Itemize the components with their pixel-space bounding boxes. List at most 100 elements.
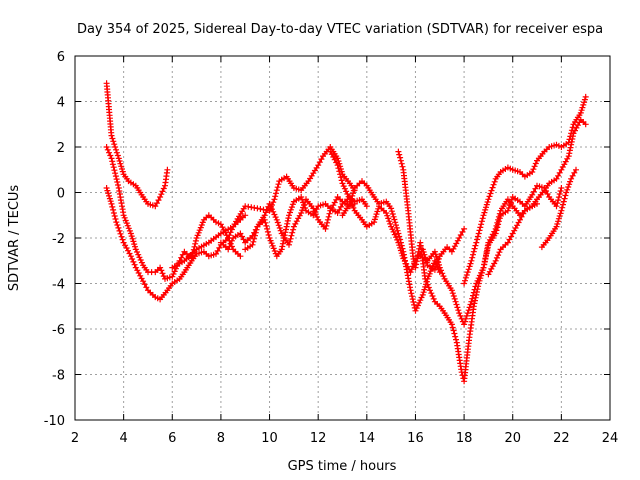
data-point [449, 290, 456, 297]
data-point [560, 201, 566, 208]
data-point [478, 269, 485, 276]
data-point [391, 216, 398, 223]
data-point [466, 304, 473, 311]
data-point [131, 261, 138, 268]
x-tick-label: 14 [359, 431, 376, 446]
data-point [454, 304, 461, 311]
data-point [478, 218, 485, 225]
data-point [558, 207, 565, 214]
data-point [160, 273, 167, 280]
data-point [374, 208, 381, 215]
x-axis-label: GPS time / hours [288, 459, 397, 474]
data-point [506, 202, 513, 209]
y-axis-label: SDTVAR / TECUs [7, 185, 22, 292]
data-point [493, 254, 500, 261]
data-point [152, 203, 159, 210]
data-point [468, 298, 475, 305]
data-point [487, 190, 494, 197]
data-point [395, 230, 402, 237]
data-point [335, 165, 342, 172]
data-point [463, 272, 470, 278]
grid-lines [75, 56, 610, 420]
y-tick-label: 0 [57, 187, 65, 202]
data-point [113, 176, 120, 183]
data-point [263, 222, 270, 229]
data-point [273, 187, 280, 194]
series-arc-1 [103, 80, 171, 210]
data-point [107, 152, 114, 159]
data-point [132, 243, 138, 250]
data-point [563, 189, 570, 196]
data-point [264, 228, 271, 235]
data-point [439, 270, 446, 277]
data-point [432, 251, 439, 258]
data-point [408, 266, 415, 273]
data-point [117, 230, 124, 237]
data-point [110, 206, 117, 213]
data-point [557, 188, 564, 194]
data-point [492, 230, 499, 237]
data-point [383, 210, 390, 216]
data-point [428, 290, 435, 297]
data-point [511, 227, 518, 234]
x-tick-label: 20 [504, 431, 521, 446]
data-point [226, 232, 233, 239]
data-point [109, 135, 116, 142]
data-point [471, 286, 478, 293]
y-tick-label: 6 [57, 50, 65, 65]
data-point [111, 167, 118, 174]
data-point [287, 206, 294, 213]
data-point [470, 248, 477, 255]
data-point [475, 230, 482, 237]
data-point [341, 185, 348, 192]
series-arc-9 [395, 148, 540, 385]
data-point [396, 151, 403, 158]
data-point [393, 222, 399, 229]
data-point [159, 188, 166, 195]
data-point [249, 241, 256, 248]
data-point [565, 184, 572, 190]
data-point [470, 292, 476, 299]
data-point [474, 236, 481, 243]
data-point [473, 239, 480, 246]
data-point [301, 201, 308, 208]
data-point [111, 213, 118, 219]
data-point [158, 267, 165, 274]
data-point [339, 180, 346, 187]
data-point [486, 193, 493, 200]
data-point [490, 181, 497, 188]
data-point [216, 244, 223, 251]
data-point [465, 307, 472, 314]
data-point [325, 213, 332, 220]
data-point [113, 219, 120, 226]
series-arc-13 [538, 166, 579, 251]
data-point [108, 200, 115, 207]
data-point [469, 295, 476, 302]
data-point [408, 290, 415, 297]
data-point [240, 236, 247, 243]
data-point [558, 185, 565, 191]
data-point [566, 181, 573, 188]
data-point [160, 185, 167, 192]
data-point [399, 245, 406, 252]
data-point [338, 177, 345, 184]
data-point [136, 254, 143, 261]
data-point [496, 215, 503, 222]
data-point [410, 299, 417, 305]
data-point [116, 227, 123, 234]
data-point [106, 149, 112, 156]
data-point [423, 278, 430, 285]
data-point [467, 301, 474, 308]
data-point [398, 160, 405, 167]
data-point [463, 312, 470, 319]
data-point [529, 191, 536, 198]
data-point [474, 233, 481, 240]
data-point [299, 207, 306, 214]
data-point [461, 321, 468, 328]
data-point [114, 152, 121, 159]
data-point [440, 273, 447, 280]
data-point [479, 215, 486, 222]
data-point [465, 266, 472, 273]
data-point [419, 291, 426, 298]
data-point [568, 141, 575, 148]
